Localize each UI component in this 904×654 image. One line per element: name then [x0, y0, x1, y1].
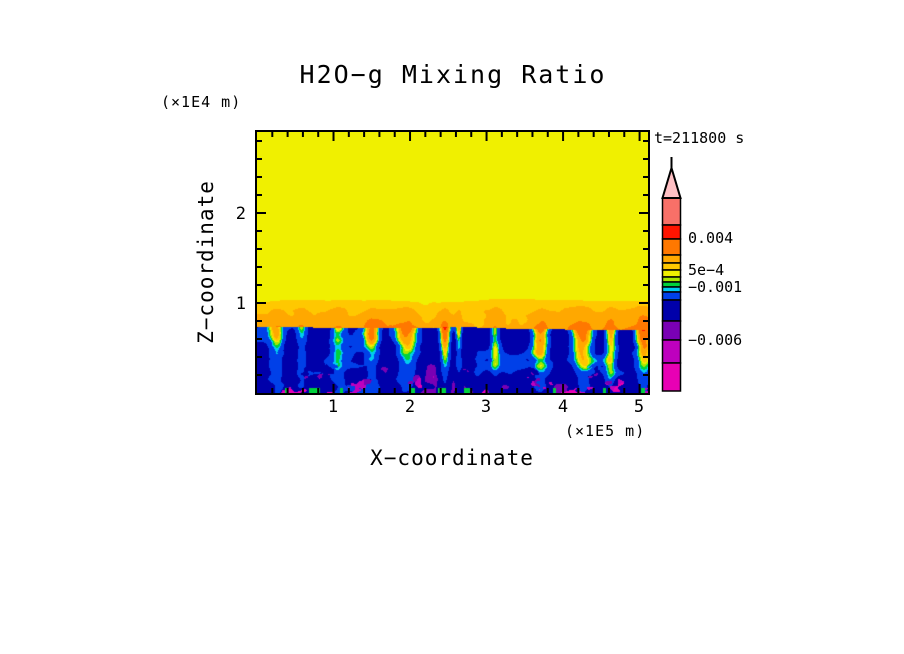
x-tick-label-4: 4 [557, 397, 569, 417]
colorbar [661, 157, 682, 392]
axis-ticks [257, 132, 648, 393]
z-tick-label-1: 1 [235, 294, 246, 314]
contour-field [257, 132, 648, 393]
z-tick-label-2: 2 [235, 204, 246, 224]
plot-title: H2O−g Mixing Ratio [299, 60, 607, 89]
colorbar-label-0004: 0.004 [688, 229, 734, 247]
x-axis-title: X−coordinate [370, 446, 534, 470]
z-axis-unit: (×1E4 m) [161, 93, 242, 111]
plot-area [255, 130, 650, 395]
x-tick-label-2: 2 [404, 397, 416, 417]
colorbar-label-neg0006: −0.006 [688, 331, 743, 349]
time-label: t=211800 s [654, 129, 745, 147]
x-tick-label-1: 1 [327, 397, 339, 417]
z-axis-title: Z−coordinate [194, 180, 218, 344]
colorbar-label-5e-4: 5e−4 [688, 261, 725, 279]
x-tick-label-5: 5 [633, 397, 645, 417]
x-axis-unit: (×1E5 m) [565, 422, 646, 440]
colorbar-label-neg0001: −0.001 [688, 278, 743, 296]
x-tick-label-3: 3 [480, 397, 492, 417]
